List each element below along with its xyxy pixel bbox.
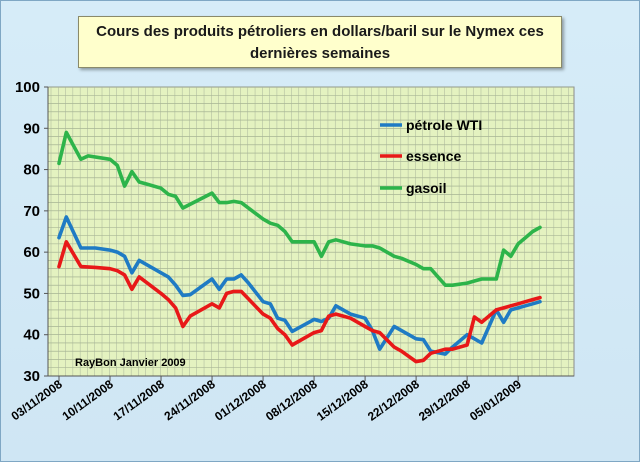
x-tick-label: 05/01/2009 xyxy=(467,377,524,424)
chart-title: Cours des produits pétroliers en dollars… xyxy=(78,16,562,68)
y-tick-label: 30 xyxy=(23,368,40,385)
chart-title-line-2: dernières semaines xyxy=(249,45,391,62)
y-tick-label: 40 xyxy=(23,327,40,344)
y-tick-label: 70 xyxy=(23,203,40,220)
series-line-essence xyxy=(57,240,542,364)
legend: pétrole WTI essence gasoil xyxy=(380,117,482,196)
series-line-pétrole-wti xyxy=(57,215,542,356)
chart-title-line-1: Cours des produits pétroliers en dollars… xyxy=(96,23,544,40)
x-axis-ticks: 03/11/200810/11/200817/11/200824/11/2008… xyxy=(8,376,524,424)
legend-label: essence xyxy=(406,148,461,164)
x-tick-label: 22/12/2008 xyxy=(365,377,422,424)
y-tick-label: 50 xyxy=(23,285,40,302)
x-tick-label: 29/12/2008 xyxy=(416,377,473,424)
y-tick-label: 60 xyxy=(23,244,40,261)
x-tick-label: 15/12/2008 xyxy=(314,377,371,424)
x-tick-label: 17/11/2008 xyxy=(111,377,168,423)
x-tick-label: 24/11/2008 xyxy=(162,377,219,423)
series-line-gasoil xyxy=(57,130,542,288)
legend-label: gasoil xyxy=(406,180,446,196)
series-lines xyxy=(57,130,542,364)
plot-background xyxy=(47,86,575,377)
legend-label: pétrole WTI xyxy=(406,117,482,133)
plot-area xyxy=(47,86,575,377)
gridlines xyxy=(47,86,574,377)
x-tick-label: 01/12/2008 xyxy=(212,377,269,424)
y-tick-label: 100 xyxy=(15,79,40,96)
y-axis-ticks: 30 40 50 60 70 80 90 100 xyxy=(15,79,48,385)
x-tick-label: 10/11/2008 xyxy=(59,377,116,423)
x-tick-label: 08/12/2008 xyxy=(263,377,320,424)
author-annotation: RayBon Janvier 2009 xyxy=(75,357,186,369)
y-tick-label: 90 xyxy=(23,120,40,137)
y-tick-label: 80 xyxy=(23,162,40,179)
